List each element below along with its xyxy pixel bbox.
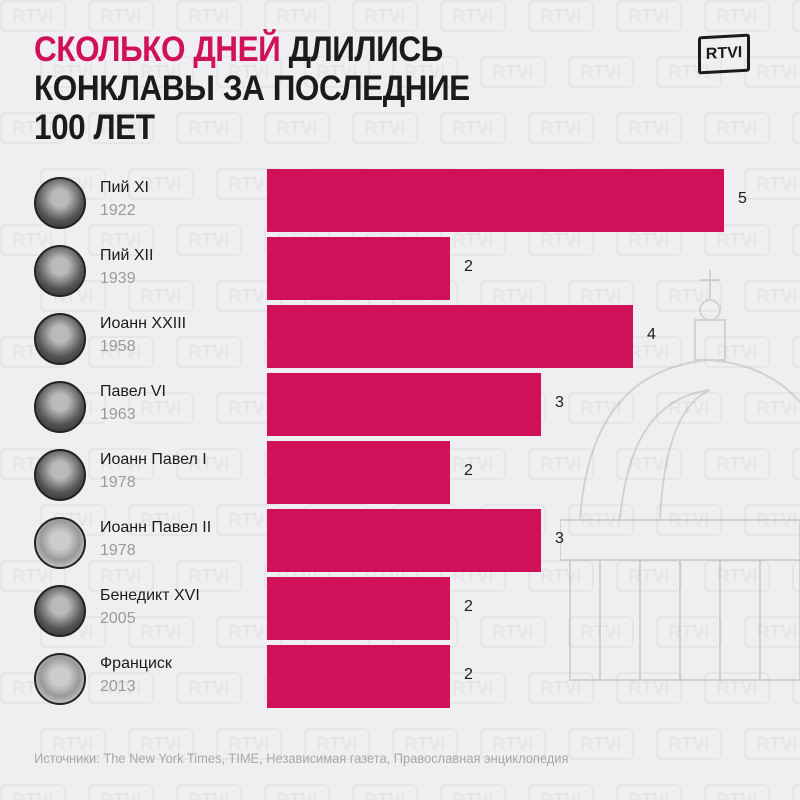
pope-name: Иоанн Павел I <box>100 451 207 468</box>
duration-bar <box>267 373 541 436</box>
duration-bar <box>267 237 450 300</box>
chart-row: Пий XI 1922 5 <box>0 169 800 232</box>
source-note: Источники: The New York Times, TIME, Нез… <box>34 750 569 766</box>
conclave-year: 2005 <box>100 610 136 627</box>
pope-portrait <box>34 381 86 433</box>
duration-value: 3 <box>555 394 564 411</box>
pope-name: Иоанн Павел II <box>100 519 212 536</box>
chart-row: Пий XII 1939 2 <box>0 237 800 300</box>
pope-portrait <box>34 313 86 365</box>
pope-portrait <box>34 517 86 569</box>
chart-row: Павел VI 1963 3 <box>0 373 800 436</box>
pope-portrait <box>34 585 86 637</box>
pope-portrait <box>34 449 86 501</box>
title-line3: 100 ЛЕТ <box>34 108 155 147</box>
rtvi-logo: RTVI <box>698 33 750 75</box>
chart-row: Бенедикт XVI 2005 2 <box>0 577 800 640</box>
page-title: СКОЛЬКО ДНЕЙ ДЛИЛИСЬ КОНКЛАВЫ ЗА ПОСЛЕДН… <box>34 30 592 147</box>
duration-value: 3 <box>555 530 564 547</box>
chart-row: Иоанн XXIII 1958 4 <box>0 305 800 368</box>
chart-row: Франциск 2013 2 <box>0 645 800 708</box>
duration-value: 2 <box>464 598 473 615</box>
conclave-year: 1978 <box>100 542 136 559</box>
conclave-year: 1939 <box>100 270 136 287</box>
pope-portrait <box>34 245 86 297</box>
chart-row: Иоанн Павел I 1978 2 <box>0 441 800 504</box>
conclave-year: 2013 <box>100 678 136 695</box>
conclave-year: 1922 <box>100 202 136 219</box>
duration-bar <box>267 509 541 572</box>
duration-value: 2 <box>464 666 473 683</box>
title-line2: КОНКЛАВЫ ЗА ПОСЛЕДНИЕ <box>34 69 470 108</box>
pope-name: Пий XII <box>100 247 154 264</box>
pope-name: Франциск <box>100 655 172 672</box>
pope-name: Бенедикт XVI <box>100 587 200 604</box>
basilica-dome-illustration <box>560 270 800 681</box>
title-line1: ДЛИЛИСЬ <box>280 30 444 69</box>
pope-name: Иоанн XXIII <box>100 315 187 332</box>
duration-bar <box>267 577 450 640</box>
conclave-year: 1958 <box>100 338 136 355</box>
pope-name: Пий XI <box>100 179 149 196</box>
duration-bar <box>267 441 450 504</box>
duration-value: 2 <box>464 258 473 275</box>
duration-value: 5 <box>738 190 747 207</box>
duration-bar <box>267 305 633 368</box>
chart-row: Иоанн Павел II 1978 3 <box>0 509 800 572</box>
pope-name: Павел VI <box>100 383 166 400</box>
duration-bar <box>267 645 450 708</box>
duration-value: 4 <box>647 326 656 343</box>
title-highlight: СКОЛЬКО ДНЕЙ <box>34 30 281 69</box>
duration-bar <box>267 169 724 232</box>
conclave-year: 1978 <box>100 474 136 491</box>
conclave-year: 1963 <box>100 406 136 423</box>
pope-portrait <box>34 653 86 705</box>
duration-value: 2 <box>464 462 473 479</box>
pope-portrait <box>34 177 86 229</box>
